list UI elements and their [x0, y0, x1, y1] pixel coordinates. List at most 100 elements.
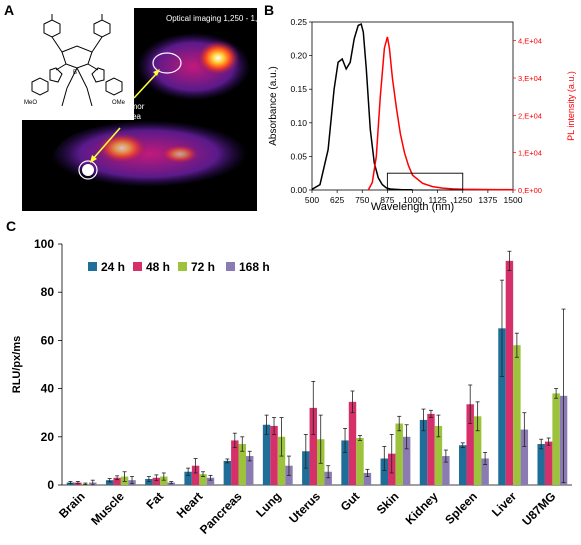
bar-48h-kidney [427, 413, 435, 485]
x-tick-label: 1375 [478, 195, 497, 205]
spectra-frame [311, 21, 514, 191]
tumor-circle [78, 160, 98, 180]
y-tick-label: 0.15 [290, 84, 307, 94]
boron-label: B [73, 70, 77, 76]
spectra-xlabel: Wavelength (nm) [371, 201, 454, 213]
y-tick-label: 100 [34, 237, 54, 251]
bar-48h-pancreas [231, 440, 239, 485]
y2-tick-label: 2,E+04 [518, 111, 542, 120]
chemical-structure [31, 14, 123, 107]
y-tick-label: 0 [47, 478, 54, 492]
bar-72h-lung [277, 436, 286, 485]
category-label: Heart [174, 489, 206, 521]
mouse-body [50, 120, 248, 187]
bar-24h-spleen [459, 445, 467, 485]
bar-24h-muscle [105, 480, 114, 485]
arrow-lower-head [90, 155, 97, 163]
legend-swatch [178, 262, 187, 271]
category-label: Fat [143, 489, 166, 512]
mouse-organ-glow-2 [160, 144, 200, 164]
y-tick-label: 0.10 [290, 118, 307, 128]
panel-label-a: A [4, 2, 15, 18]
bar-168h-uterus [324, 471, 332, 485]
bar-168h-pancreas [245, 456, 254, 485]
y2-tick-label: 0,E+00 [518, 186, 542, 195]
arrow-lower [91, 127, 121, 161]
category-label: Skin [374, 489, 402, 517]
y2-tick-label: 3,E+04 [518, 74, 542, 83]
y-tick-label: 0.20 [290, 51, 307, 61]
x-tick-label: 1500 [504, 195, 523, 205]
y-tick-label: 0.00 [290, 185, 307, 195]
y2-tick-label: 1,E+04 [518, 149, 542, 158]
panel-label-b: B [264, 2, 275, 18]
bar-48h-liver [505, 260, 514, 485]
spectra-ylabel: Absorbance (a.u.) [268, 66, 279, 146]
y-tick-label: 80 [41, 285, 55, 299]
bar-24h-kidney [419, 419, 428, 485]
category-label: Uterus [286, 489, 323, 526]
bar-48h-fat [152, 477, 161, 485]
legend-swatch [133, 262, 142, 271]
mouse-organ-glow [96, 132, 148, 164]
bar-72h-kidney [434, 425, 443, 485]
bar-168h-skin [402, 436, 411, 485]
y-tick-label: 0.05 [290, 151, 307, 161]
legend-label: 168 h [239, 260, 270, 274]
biodistribution-legend: 24 h 48 h 72 h 168 h [88, 260, 270, 274]
bar-48h-uterus [309, 407, 317, 485]
spectra-y2label: PL intensity (a.u.) [566, 71, 576, 141]
imaging-caption: Optical imaging 1,250 - 1,700 nm [166, 14, 257, 23]
bar-72h-spleen [473, 416, 482, 485]
bar-168h-spleen [481, 458, 489, 485]
bar-48h-muscle [113, 477, 121, 485]
y-tick-label: 0.25 [290, 17, 307, 27]
legend-label: 72 h [191, 260, 215, 274]
x-tick-label: 500 [305, 195, 319, 205]
x-tick-label: 1250 [453, 195, 472, 205]
optical-image-panel: Tumor area Optical imaging 1,250 - 1,700… [22, 8, 284, 211]
x-tick-label: 625 [330, 195, 344, 205]
upper-hotspot [196, 40, 240, 76]
x-tick-label: 750 [355, 195, 369, 205]
bar-48h-gut [348, 401, 357, 485]
bar-72h-fat [160, 476, 168, 485]
spectra-chart: 500 625 750 875 1000 1125 1250 1375 1500 0.00 0.05… [268, 17, 576, 213]
bar-72h-pancreas [238, 444, 246, 485]
y-tick-label: 60 [41, 333, 55, 347]
y-tick-label: 40 [41, 382, 55, 396]
bar-48h-heart [191, 465, 200, 485]
pl-line [367, 36, 514, 191]
biodistribution-ylabel: RLU/px/ms [11, 336, 23, 393]
spectra-axes: 500 625 750 875 1000 1125 1250 1375 1500 0.00 0.05… [290, 17, 542, 205]
bar-24h-heart [184, 471, 192, 485]
category-label: Lung [253, 489, 284, 520]
bar-24h-skin [380, 458, 389, 485]
bar-24h-gut [341, 440, 349, 485]
legend-label: 48 h [146, 260, 170, 274]
absorbance-line [311, 22, 413, 191]
bar-72h-u87mg [552, 393, 560, 485]
nir-window-box [386, 172, 464, 191]
bar-168h-liver [520, 429, 529, 485]
y-tick-label: 20 [41, 430, 55, 444]
x-tick-label: 1125 [428, 195, 447, 205]
arrow-upper [133, 71, 159, 99]
x-tick-label: 875 [380, 195, 394, 205]
legend-swatch [88, 262, 97, 271]
category-label: Spleen [442, 489, 480, 527]
legend-swatch [226, 262, 235, 271]
upper-tumor-circle [152, 52, 182, 74]
panel-label-c: C [6, 218, 17, 234]
bar-48h-lung [270, 425, 278, 485]
bar-24h-lung [262, 424, 271, 485]
category-label: Brain [56, 489, 88, 521]
bar-48h-u87mg [544, 441, 553, 485]
category-label: Gut [338, 489, 363, 514]
bar-24h-u87mg [537, 444, 545, 485]
category-label: Muscle [88, 489, 127, 528]
tumor-hotspot [82, 164, 94, 176]
ome-label: OMe [112, 100, 126, 106]
